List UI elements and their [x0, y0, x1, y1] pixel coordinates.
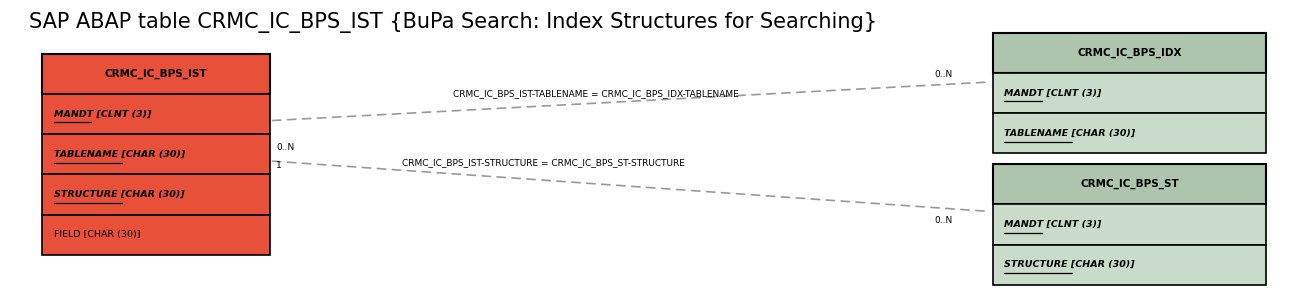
- Bar: [993, 113, 1266, 154]
- Bar: [42, 54, 269, 94]
- Bar: [42, 94, 269, 134]
- Text: MANDT [CLNT (3)]: MANDT [CLNT (3)]: [54, 109, 150, 119]
- Text: 1: 1: [276, 161, 283, 170]
- Text: CRMC_IC_BPS_ST: CRMC_IC_BPS_ST: [1080, 179, 1179, 189]
- Text: CRMC_IC_BPS_IDX: CRMC_IC_BPS_IDX: [1078, 48, 1181, 58]
- Text: SAP ABAP table CRMC_IC_BPS_IST {BuPa Search: Index Structures for Searching}: SAP ABAP table CRMC_IC_BPS_IST {BuPa Sea…: [29, 12, 876, 33]
- Text: TABLENAME [CHAR (30)]: TABLENAME [CHAR (30)]: [54, 150, 184, 159]
- Text: MANDT [CLNT (3)]: MANDT [CLNT (3)]: [1005, 88, 1101, 98]
- Bar: [993, 33, 1266, 73]
- Text: MANDT [CLNT (3)]: MANDT [CLNT (3)]: [1005, 220, 1101, 229]
- Bar: [993, 204, 1266, 244]
- Bar: [993, 73, 1266, 113]
- Text: CRMC_IC_BPS_IST: CRMC_IC_BPS_IST: [105, 68, 207, 79]
- Bar: [993, 244, 1266, 285]
- Text: TABLENAME [CHAR (30)]: TABLENAME [CHAR (30)]: [1005, 129, 1135, 138]
- Text: 0..N: 0..N: [276, 143, 294, 152]
- Text: CRMC_IC_BPS_IST-TABLENAME = CRMC_IC_BPS_IDX-TABLENAME: CRMC_IC_BPS_IST-TABLENAME = CRMC_IC_BPS_…: [453, 89, 738, 98]
- Text: FIELD [CHAR (30)]: FIELD [CHAR (30)]: [54, 230, 140, 239]
- Text: 0..N: 0..N: [934, 70, 952, 79]
- Bar: [42, 134, 269, 174]
- Bar: [42, 215, 269, 255]
- Bar: [993, 164, 1266, 204]
- Text: STRUCTURE [CHAR (30)]: STRUCTURE [CHAR (30)]: [54, 190, 184, 199]
- Text: 0..N: 0..N: [934, 216, 952, 225]
- Bar: [42, 174, 269, 215]
- Text: STRUCTURE [CHAR (30)]: STRUCTURE [CHAR (30)]: [1005, 260, 1135, 269]
- Text: CRMC_IC_BPS_IST-STRUCTURE = CRMC_IC_BPS_ST-STRUCTURE: CRMC_IC_BPS_IST-STRUCTURE = CRMC_IC_BPS_…: [402, 158, 684, 167]
